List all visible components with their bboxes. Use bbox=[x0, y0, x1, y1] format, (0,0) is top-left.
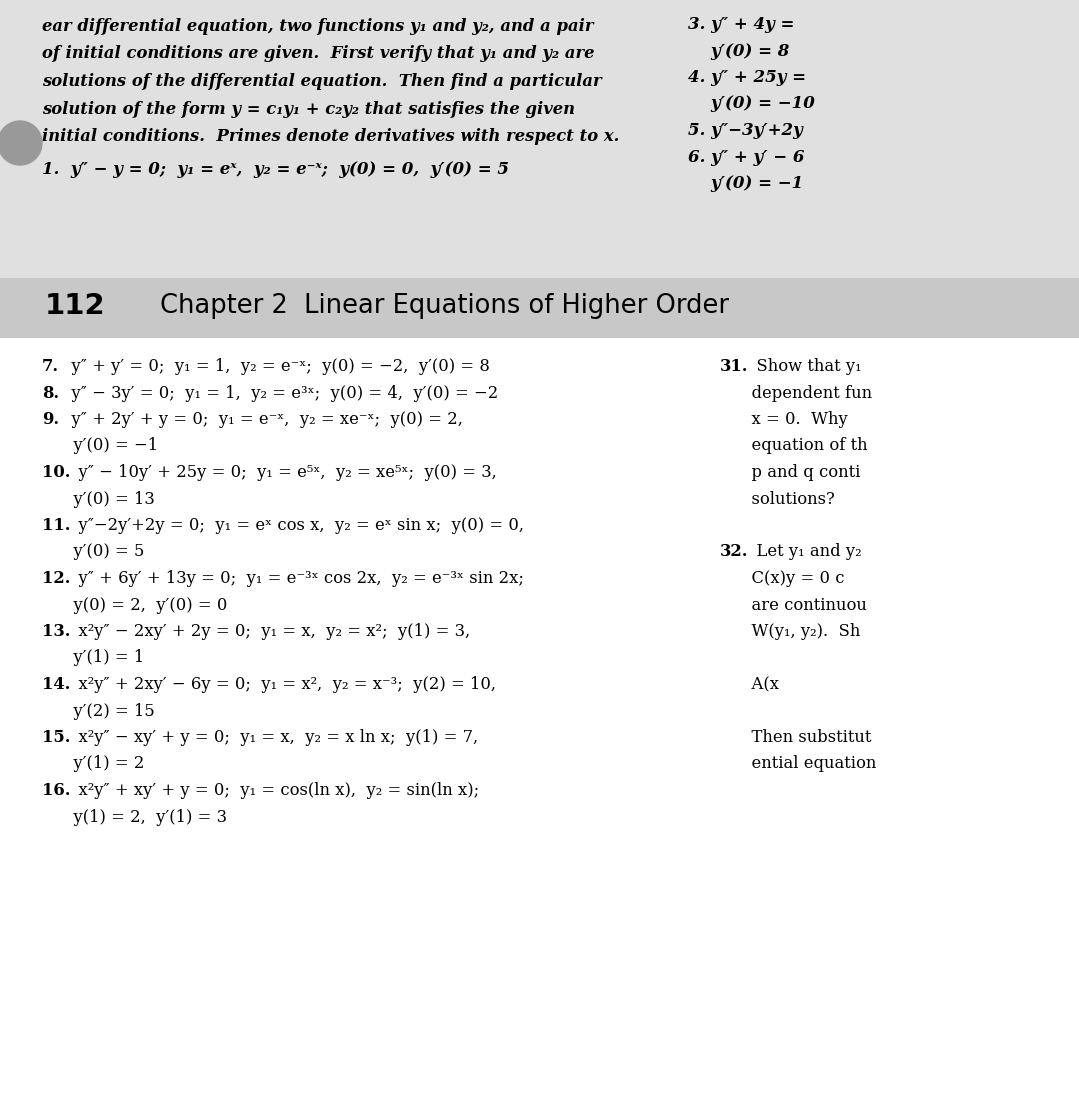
Text: y″ + y′ = 0;  y₁ = 1,  y₂ = e⁻ˣ;  y(0) = −2,  y′(0) = 8: y″ + y′ = 0; y₁ = 1, y₂ = e⁻ˣ; y(0) = −2… bbox=[62, 358, 490, 375]
Text: 14.: 14. bbox=[42, 676, 70, 693]
Text: p and q conti: p and q conti bbox=[720, 464, 860, 481]
Text: solutions of the differential equation.  Then find a particular: solutions of the differential equation. … bbox=[42, 73, 602, 90]
Text: solutions?: solutions? bbox=[720, 491, 835, 507]
Text: 6. y″ + y′ − 6: 6. y″ + y′ − 6 bbox=[688, 149, 805, 165]
Text: of initial conditions are given.  First verify that y₁ and y₂ are: of initial conditions are given. First v… bbox=[42, 45, 595, 63]
Text: x = 0.  Why: x = 0. Why bbox=[720, 411, 848, 428]
Text: Chapter 2  Linear Equations of Higher Order: Chapter 2 Linear Equations of Higher Ord… bbox=[160, 293, 729, 319]
Text: 3. y″ + 4y =: 3. y″ + 4y = bbox=[688, 17, 794, 33]
Text: y′(1) = 1: y′(1) = 1 bbox=[42, 650, 145, 666]
Text: y(0) = 2,  y′(0) = 0: y(0) = 2, y′(0) = 0 bbox=[42, 597, 228, 613]
Text: y′(0) = −1: y′(0) = −1 bbox=[42, 438, 159, 454]
Text: 31.: 31. bbox=[720, 358, 749, 375]
Text: y′(0) = 5: y′(0) = 5 bbox=[42, 544, 145, 560]
Text: y′(2) = 15: y′(2) = 15 bbox=[42, 703, 154, 719]
Text: initial conditions.  Primes denote derivatives with respect to x.: initial conditions. Primes denote deriva… bbox=[42, 128, 619, 144]
Text: ential equation: ential equation bbox=[720, 756, 876, 772]
Text: y′(0) = 13: y′(0) = 13 bbox=[42, 491, 154, 507]
Text: 5. y″−3y′+2y: 5. y″−3y′+2y bbox=[688, 122, 803, 139]
Text: 9.: 9. bbox=[42, 411, 59, 428]
Text: 13.: 13. bbox=[42, 623, 70, 640]
Text: x²y″ − xy′ + y = 0;  y₁ = x,  y₂ = x ln x;  y(1) = 7,: x²y″ − xy′ + y = 0; y₁ = x, y₂ = x ln x;… bbox=[68, 729, 479, 746]
Circle shape bbox=[0, 121, 42, 165]
Text: Let y₁ and y₂: Let y₁ and y₂ bbox=[747, 544, 862, 560]
Text: are continuou: are continuou bbox=[720, 597, 866, 613]
Text: x²y″ − 2xy′ + 2y = 0;  y₁ = x,  y₂ = x²;  y(1) = 3,: x²y″ − 2xy′ + 2y = 0; y₁ = x, y₂ = x²; y… bbox=[68, 623, 470, 640]
Bar bbox=[0, 278, 1079, 338]
Text: solution of the form y = c₁y₁ + c₂y₂ that satisfies the given: solution of the form y = c₁y₁ + c₂y₂ tha… bbox=[42, 100, 575, 118]
Text: x²y″ + xy′ + y = 0;  y₁ = cos(ln x),  y₂ = sin(ln x);: x²y″ + xy′ + y = 0; y₁ = cos(ln x), y₂ =… bbox=[68, 782, 480, 799]
Text: 1.  y″ − y = 0;  y₁ = eˣ,  y₂ = e⁻ˣ;  y(0) = 0,  y′(0) = 5: 1. y″ − y = 0; y₁ = eˣ, y₂ = e⁻ˣ; y(0) =… bbox=[42, 161, 509, 179]
Text: y″ − 3y′ = 0;  y₁ = 1,  y₂ = e³ˣ;  y(0) = 4,  y′(0) = −2: y″ − 3y′ = 0; y₁ = 1, y₂ = e³ˣ; y(0) = 4… bbox=[62, 385, 498, 401]
Text: dependent fun: dependent fun bbox=[720, 385, 872, 401]
Text: y′(0) = 8: y′(0) = 8 bbox=[688, 43, 790, 60]
Text: y″ − 10y′ + 25y = 0;  y₁ = e⁵ˣ,  y₂ = xe⁵ˣ;  y(0) = 3,: y″ − 10y′ + 25y = 0; y₁ = e⁵ˣ, y₂ = xe⁵ˣ… bbox=[68, 464, 497, 481]
Text: Then substitut: Then substitut bbox=[720, 729, 872, 746]
Text: 8.: 8. bbox=[42, 385, 59, 401]
Text: y′(0) = −1: y′(0) = −1 bbox=[688, 175, 803, 192]
Text: y″ + 2y′ + y = 0;  y₁ = e⁻ˣ,  y₂ = xe⁻ˣ;  y(0) = 2,: y″ + 2y′ + y = 0; y₁ = e⁻ˣ, y₂ = xe⁻ˣ; y… bbox=[62, 411, 463, 428]
Text: A(x: A(x bbox=[720, 676, 779, 693]
Text: 16.: 16. bbox=[42, 782, 70, 799]
Text: 112: 112 bbox=[45, 292, 106, 320]
Text: 15.: 15. bbox=[42, 729, 70, 746]
Text: Show that y₁: Show that y₁ bbox=[747, 358, 862, 375]
Bar bbox=[0, 338, 1079, 1103]
Text: y′(0) = −10: y′(0) = −10 bbox=[688, 96, 815, 113]
Text: equation of th: equation of th bbox=[720, 438, 868, 454]
Text: W(y₁, y₂).  Sh: W(y₁, y₂). Sh bbox=[720, 623, 860, 640]
Bar bbox=[0, 0, 1079, 278]
Text: y(1) = 2,  y′(1) = 3: y(1) = 2, y′(1) = 3 bbox=[42, 808, 227, 825]
Text: 32.: 32. bbox=[720, 544, 749, 560]
Text: 4. y″ + 25y =: 4. y″ + 25y = bbox=[688, 69, 806, 86]
Text: 7.: 7. bbox=[42, 358, 59, 375]
Text: y″−2y′+2y = 0;  y₁ = eˣ cos x,  y₂ = eˣ sin x;  y(0) = 0,: y″−2y′+2y = 0; y₁ = eˣ cos x, y₂ = eˣ si… bbox=[68, 517, 524, 534]
Text: C(x)y = 0 c: C(x)y = 0 c bbox=[720, 570, 845, 587]
Text: 12.: 12. bbox=[42, 570, 70, 587]
Text: ear differential equation, two functions y₁ and y₂, and a pair: ear differential equation, two functions… bbox=[42, 18, 593, 35]
Text: 10.: 10. bbox=[42, 464, 70, 481]
Text: y″ + 6y′ + 13y = 0;  y₁ = e⁻³ˣ cos 2x,  y₂ = e⁻³ˣ sin 2x;: y″ + 6y′ + 13y = 0; y₁ = e⁻³ˣ cos 2x, y₂… bbox=[68, 570, 524, 587]
Text: x²y″ + 2xy′ − 6y = 0;  y₁ = x²,  y₂ = x⁻³;  y(2) = 10,: x²y″ + 2xy′ − 6y = 0; y₁ = x², y₂ = x⁻³;… bbox=[68, 676, 496, 693]
Text: 11.: 11. bbox=[42, 517, 70, 534]
Text: y′(1) = 2: y′(1) = 2 bbox=[42, 756, 145, 772]
